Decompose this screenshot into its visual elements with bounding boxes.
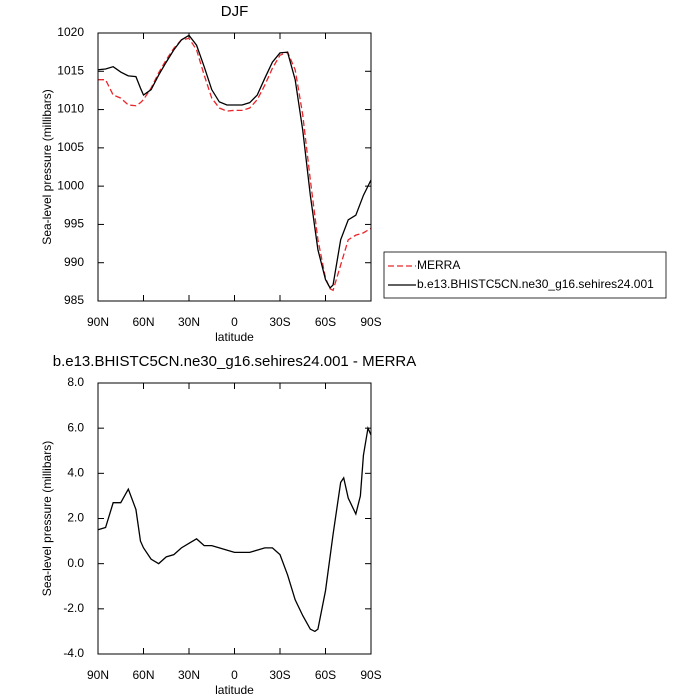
x-tick-label: 90S [360,315,381,329]
y-tick-label: 990 [64,255,84,269]
x-tick-label: 90N [87,668,109,682]
chart-title: b.e13.BHISTC5CN.ne30_g16.sehires24.001 -… [53,353,417,370]
x-axis-label: latitude [215,683,254,697]
x-tick-label: 30S [269,315,290,329]
x-tick-label: 90N [87,315,109,329]
y-tick-label: 8.0 [67,375,84,389]
x-tick-label: 30N [178,315,200,329]
x-tick-label: 30S [269,668,290,682]
y-axis-label: Sea-level pressure (millibars) [40,441,54,596]
y-tick-label: -4.0 [63,646,84,660]
y-tick-label: 985 [64,293,84,307]
chart-title: DJF [221,3,249,20]
y-tick-label: 1010 [57,102,84,116]
y-tick-label: 1015 [57,63,84,77]
x-tick-label: 0 [231,315,238,329]
y-tick-label: 1005 [57,140,84,154]
y-tick-label: 1020 [57,25,84,39]
plot-frame [97,382,372,655]
x-tick-label: 90S [360,668,381,682]
y-axis-label: Sea-level pressure (millibars) [40,89,54,244]
y-tick-label: -2.0 [63,601,84,615]
y-tick-label: 995 [64,217,84,231]
y-tick-label: 1000 [57,178,84,192]
data-line [98,37,372,292]
x-tick-label: 60N [132,315,154,329]
x-axis-label: latitude [215,330,254,344]
x-tick-label: 0 [231,668,238,682]
plot-frame [97,32,372,302]
legend-label: MERRA [417,258,460,272]
data-line [97,425,372,633]
y-tick-label: 2.0 [67,511,84,525]
y-tick-label: 4.0 [67,466,84,480]
legend-label: b.e13.BHISTC5CN.ne30_g16.sehires24.001 [417,277,654,291]
x-tick-label: 60S [315,315,336,329]
data-line [97,34,372,290]
y-tick-label: 0.0 [67,556,84,570]
x-tick-label: 60S [315,668,336,682]
y-tick-label: 6.0 [67,420,84,434]
x-tick-label: 60N [132,668,154,682]
legend-box [383,251,667,299]
x-tick-label: 30N [178,668,200,682]
